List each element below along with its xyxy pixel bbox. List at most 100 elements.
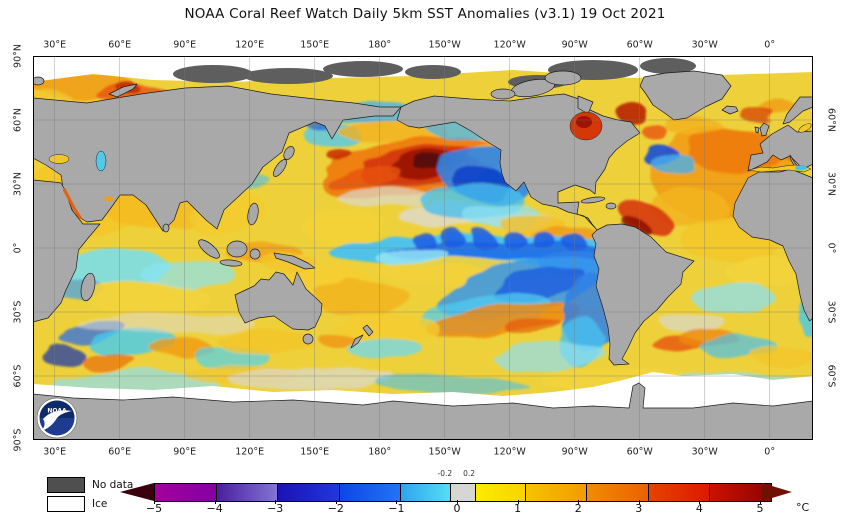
anomaly-blob	[753, 345, 817, 367]
colorbar-segment	[449, 484, 476, 501]
landmass-south-america	[591, 223, 695, 366]
island-new-guinea	[273, 252, 316, 270]
anomaly-blob	[642, 125, 668, 139]
island-sri-lanka	[162, 223, 170, 233]
lat-label-left: 0°	[12, 242, 24, 254]
anomaly-blob	[88, 282, 208, 314]
anomaly-blob	[345, 336, 421, 358]
lat-label-left: 90°N	[12, 44, 24, 68]
colorbar	[154, 483, 772, 502]
colorbar-threshold-label: 0.2	[463, 469, 476, 478]
landmass-africa-east	[32, 179, 101, 323]
ice-swatch	[47, 496, 85, 512]
colorbar-segment	[709, 484, 771, 501]
lon-label-bottom: 150°W	[428, 446, 461, 458]
lon-label-top: 0°	[764, 39, 776, 51]
colorbar-threshold-label: -0.2	[437, 469, 453, 478]
anomaly-blob	[330, 152, 356, 164]
anomaly-blob	[471, 232, 495, 248]
island-arctic-canada-2	[544, 70, 582, 86]
lon-label-top: 60°E	[108, 39, 132, 51]
lon-label-bottom: 60°W	[626, 446, 653, 458]
anomaly-blob	[741, 109, 777, 123]
lat-label-right: 60°N	[825, 108, 837, 132]
island-madagascar	[80, 272, 96, 302]
colorbar-tick-label: −3	[267, 502, 284, 515]
baltic-sea	[798, 123, 812, 133]
colorbar-tick-label: −1	[388, 502, 405, 515]
anomaly-blob	[505, 317, 561, 333]
island-hispaniola	[605, 202, 617, 210]
anomaly-blob	[317, 331, 353, 345]
lon-label-top: 120°E	[235, 39, 265, 51]
world-map: NOAA	[23, 56, 819, 441]
anomaly-blob	[620, 216, 650, 232]
inland-water-layer	[48, 111, 812, 220]
lon-label-bottom: 120°E	[235, 446, 265, 458]
colorbar-segment	[338, 484, 401, 501]
island-britain	[759, 122, 770, 137]
lon-label-top: 30°W	[691, 39, 718, 51]
lat-label-left: 60°S	[12, 364, 24, 388]
colorbar-tick-label: −2	[327, 502, 344, 515]
lat-label-right: 30°S	[825, 300, 837, 324]
anomaly-blob	[652, 153, 696, 175]
colorbar-segment	[400, 484, 450, 501]
colorbar-segment	[647, 484, 710, 501]
lon-label-top: 90°E	[173, 39, 197, 51]
anomaly-blob	[217, 329, 313, 355]
lon-label-bottom: 60°E	[108, 446, 132, 458]
island-japan-hokkaido	[283, 146, 295, 160]
lon-label-top: 120°W	[493, 39, 526, 51]
lat-label-left: 30°S	[12, 300, 24, 324]
island-novaya-zemlya	[108, 83, 138, 98]
noaa-logo: NOAA	[36, 397, 78, 439]
lon-label-top: 60°W	[626, 39, 653, 51]
black-sea	[48, 154, 70, 164]
colorbar-segment	[277, 484, 339, 501]
anomaly-blob	[651, 188, 727, 224]
anomaly-blob	[330, 314, 440, 342]
persian-gulf	[104, 196, 114, 202]
colorbar-tickmark	[578, 500, 580, 504]
colorbar-tickmark	[335, 500, 337, 504]
lon-label-bottom: 30°W	[691, 446, 718, 458]
sst-anomaly-field	[23, 73, 819, 394]
anomaly-blob	[303, 208, 383, 244]
anomaly-blob	[665, 115, 721, 137]
lon-label-top: 30°E	[43, 39, 67, 51]
anomaly-blob	[41, 347, 85, 365]
anomaly-blob	[81, 353, 137, 371]
anomaly-blob	[337, 188, 433, 208]
island-new-zealand-north	[362, 324, 374, 337]
anomaly-blob	[315, 280, 411, 316]
island-ireland	[754, 126, 760, 134]
colorbar-tick-label: 4	[695, 502, 703, 515]
no-data-patch	[243, 68, 333, 84]
anomaly-blob	[727, 256, 803, 288]
lat-label-left: 90°S	[12, 428, 24, 452]
land-layer	[31, 70, 814, 441]
island-svalbard	[31, 76, 45, 86]
colorbar-tickmark	[760, 500, 761, 504]
red-sea	[62, 188, 83, 220]
graticule	[33, 56, 813, 440]
lon-label-bottom: 180°	[368, 446, 392, 458]
anomaly-blob	[425, 302, 581, 336]
colorbar-left-arrow	[120, 483, 154, 501]
anomaly-blob	[411, 232, 435, 248]
ice-label: Ice	[92, 498, 108, 510]
lon-label-bottom: 30°E	[43, 446, 67, 458]
lon-label-top: 150°W	[428, 39, 461, 51]
mediterranean-sea	[748, 164, 812, 173]
colorbar-tick-label: −4	[206, 502, 223, 515]
colorbar-tickmark	[457, 500, 458, 504]
lon-label-bottom: 90°W	[561, 446, 588, 458]
island-cuba	[580, 196, 606, 204]
noaa-logo-dark-top	[39, 400, 75, 418]
colorbar-tick-label: 2	[574, 502, 582, 515]
island-tasmania	[302, 333, 314, 345]
legend-ice: Ice	[47, 496, 107, 512]
anomaly-blob	[561, 233, 585, 249]
lon-label-bottom: 90°E	[173, 446, 197, 458]
